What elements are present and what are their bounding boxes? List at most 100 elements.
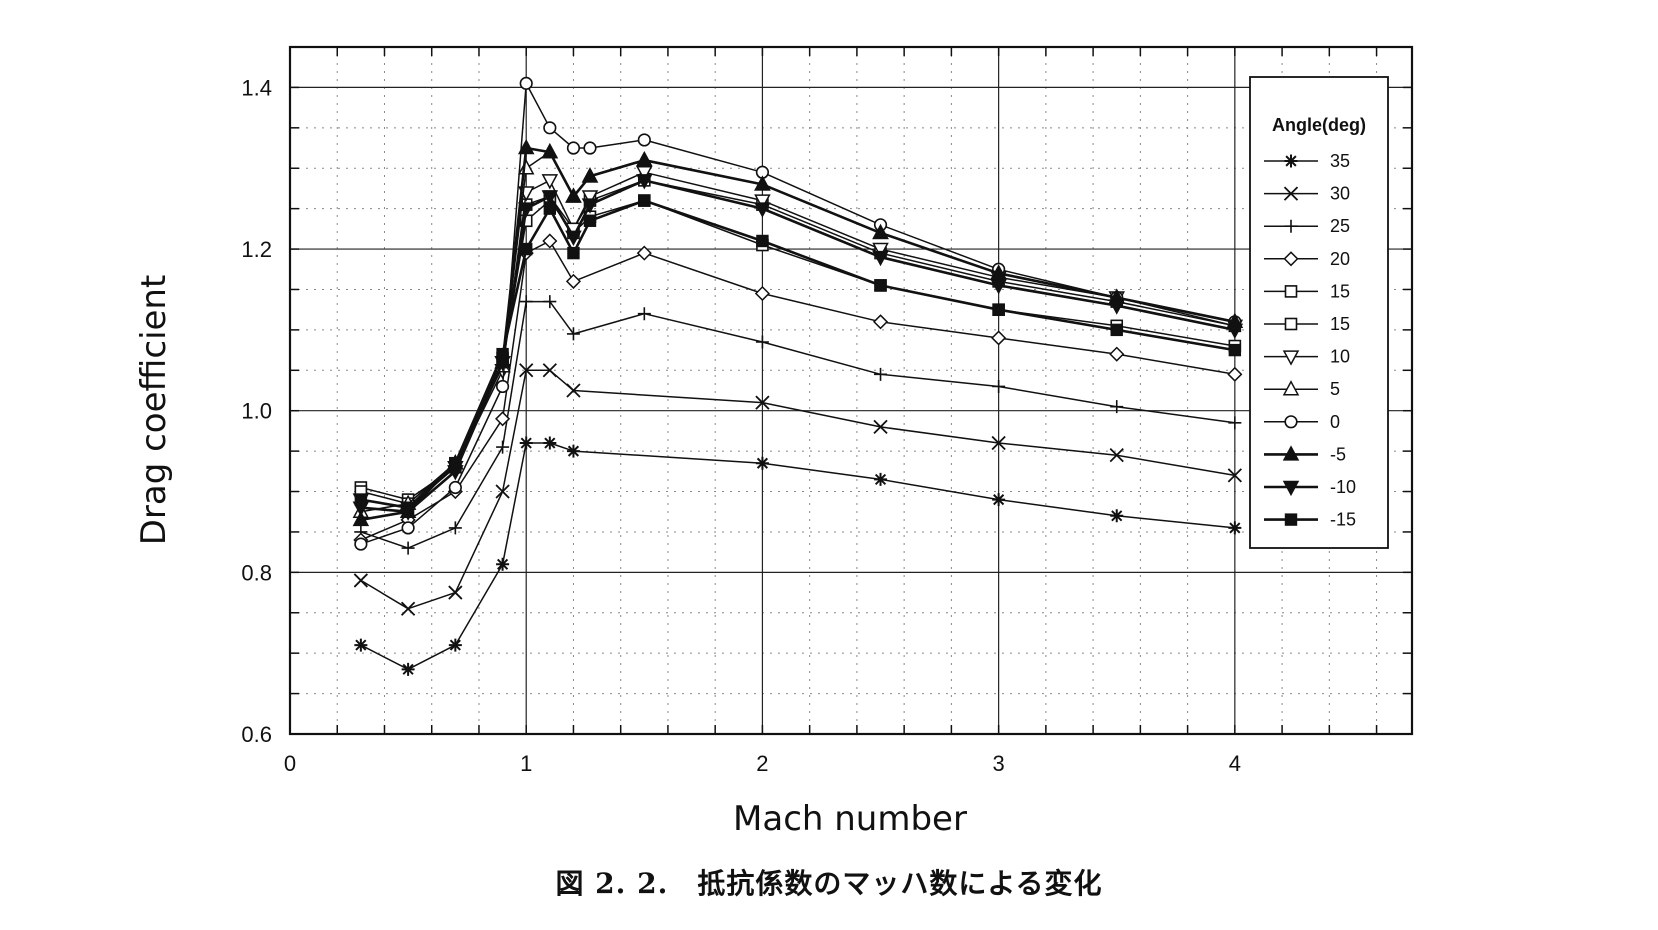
data-point xyxy=(495,411,511,427)
data-point xyxy=(496,347,509,361)
data-point xyxy=(566,444,580,458)
y-tick-labels: 0.6 0.8 1.0 1.2 1.4 xyxy=(241,75,272,747)
data-point xyxy=(991,330,1007,346)
legend-item: 15 xyxy=(1264,314,1350,334)
data-point xyxy=(992,303,1005,316)
legend-item: 20 xyxy=(1264,249,1350,269)
data-point xyxy=(1282,445,1300,461)
legend-label: 5 xyxy=(1330,379,1340,399)
x-tick-label: 2 xyxy=(756,751,768,776)
data-point xyxy=(519,295,533,309)
data-point xyxy=(448,521,462,535)
data-point xyxy=(1284,513,1298,526)
data-point xyxy=(992,379,1006,393)
data-point xyxy=(874,279,887,292)
x-axis-label: Mach number xyxy=(733,799,967,839)
series-line xyxy=(360,199,1235,501)
data-point xyxy=(583,141,597,155)
data-point xyxy=(519,436,533,450)
major-gridlines xyxy=(290,47,1412,734)
y-tick-label: 1.4 xyxy=(241,75,272,100)
series-11 xyxy=(354,194,1242,514)
data-point xyxy=(448,638,462,652)
data-point xyxy=(1284,317,1298,331)
x-tick-label: 1 xyxy=(520,751,532,776)
x-tick-label: 0 xyxy=(284,751,296,776)
data-point xyxy=(874,367,888,381)
x-tick-labels: 0 1 2 3 4 xyxy=(284,751,1241,776)
data-point xyxy=(543,121,557,135)
x-tick-label: 3 xyxy=(993,751,1005,776)
data-point xyxy=(542,233,558,249)
data-point xyxy=(496,557,510,571)
data-point xyxy=(354,537,368,551)
data-point xyxy=(354,493,368,506)
x-tick-label: 4 xyxy=(1229,751,1241,776)
data-point xyxy=(637,133,651,147)
data-point xyxy=(517,138,535,155)
data-point xyxy=(541,142,559,159)
y-tick-label: 1.2 xyxy=(241,237,272,262)
data-point xyxy=(542,363,557,378)
legend-label: 30 xyxy=(1330,184,1350,204)
series-line xyxy=(360,442,1235,671)
legend-label: 15 xyxy=(1330,314,1350,334)
plot-frame xyxy=(288,45,1414,736)
axis-ticks xyxy=(289,46,1412,735)
data-point xyxy=(755,395,770,410)
data-point xyxy=(755,335,769,349)
data-point xyxy=(517,202,535,218)
data-point xyxy=(565,187,582,203)
legend-label: 25 xyxy=(1330,216,1350,236)
data-point xyxy=(495,379,510,394)
data-point xyxy=(754,175,771,191)
legend-label: 15 xyxy=(1330,281,1350,301)
legend-items: 35 30 25 20 15 15 10 5 0 -5 -10 -15 xyxy=(1264,151,1356,530)
y-tick-label: 1.0 xyxy=(241,399,272,424)
legend-title: Angle(deg) xyxy=(1272,115,1366,135)
data-point xyxy=(581,190,599,206)
data-point xyxy=(401,662,415,676)
data-point xyxy=(352,510,370,527)
legend: Angle(deg) 35 30 25 20 15 15 10 5 0 -5 -10 -15 xyxy=(1249,76,1389,549)
data-point xyxy=(449,457,462,470)
legend-label: 10 xyxy=(1330,347,1350,367)
data-point xyxy=(990,279,1007,295)
series-2 xyxy=(354,295,1242,555)
data-point xyxy=(448,585,463,600)
y-tick-label: 0.8 xyxy=(241,560,272,585)
data-point xyxy=(1109,346,1125,362)
data-point xyxy=(566,141,581,155)
data-point xyxy=(638,194,651,207)
data-point xyxy=(566,383,581,398)
legend-item: -15 xyxy=(1264,510,1356,530)
data-point xyxy=(1110,400,1124,414)
data-point xyxy=(543,202,557,215)
data-point xyxy=(872,314,889,330)
data-point xyxy=(581,198,599,214)
data-point xyxy=(1282,350,1300,366)
data-point xyxy=(1226,323,1244,339)
legend-box xyxy=(1249,76,1389,549)
series-0 xyxy=(354,436,1242,676)
data-point xyxy=(637,307,651,321)
data-point xyxy=(1228,416,1242,430)
y-tick-label: 0.6 xyxy=(241,722,272,747)
data-point xyxy=(874,472,888,486)
legend-item: 35 xyxy=(1264,151,1350,171)
legend-label: 35 xyxy=(1330,151,1350,171)
data-point xyxy=(636,151,653,167)
data-point xyxy=(541,174,559,190)
data-point xyxy=(754,194,771,210)
data-point xyxy=(1284,285,1298,298)
data-point xyxy=(1110,509,1124,523)
series-line xyxy=(360,151,1235,513)
data-point xyxy=(1227,468,1242,483)
series-line xyxy=(360,199,1236,510)
series-layer xyxy=(352,76,1244,676)
data-point xyxy=(565,230,582,247)
data-point xyxy=(401,501,415,514)
data-point xyxy=(520,242,533,256)
data-point xyxy=(566,327,580,341)
data-point xyxy=(495,484,510,499)
